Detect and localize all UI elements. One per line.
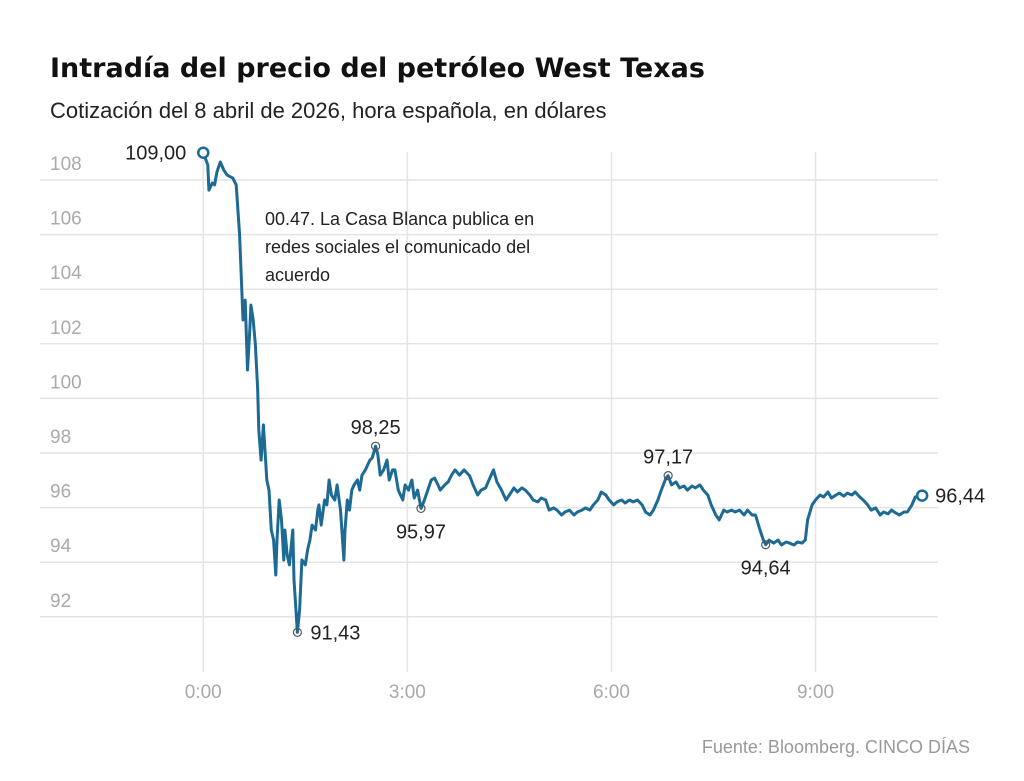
price-line — [201, 151, 924, 634]
point-marker — [416, 503, 426, 514]
point-marker — [663, 471, 673, 481]
x-axis-ticks: 0:00 3:00 6:00 9:00 — [185, 682, 834, 703]
y-tick-label: 92 — [50, 591, 71, 612]
data-label: 94,64 — [741, 558, 791, 580]
annotation-line-3: acuerdo — [265, 265, 330, 285]
chart-title: Intradía del precio del petróleo West Te… — [50, 53, 705, 84]
data-label: 91,43 — [310, 622, 360, 644]
y-tick-label: 94 — [50, 536, 72, 557]
data-label: 97,17 — [643, 447, 693, 469]
data-label: 109,00 — [125, 143, 186, 165]
point-marker — [761, 540, 771, 550]
endpoint-marker — [197, 146, 210, 159]
y-tick-label: 96 — [50, 482, 71, 503]
point-marker — [371, 441, 381, 451]
x-tick-label: 9:00 — [797, 682, 834, 703]
annotation-line-2: redes sociales el comunicado del — [265, 237, 530, 257]
grid — [40, 152, 938, 672]
annotation-line-1: 00.47. La Casa Blanca publica en — [265, 209, 534, 229]
data-labels: 109,00 91,43 98,25 95,97 97,17 94,64 96,44 — [125, 143, 985, 645]
x-tick-label: 6:00 — [593, 682, 630, 703]
y-tick-label: 106 — [50, 209, 82, 230]
chart-subtitle: Cotización del 8 abril de 2026, hora esp… — [50, 98, 607, 123]
x-tick-label: 3:00 — [389, 682, 426, 703]
data-label: 98,25 — [351, 417, 401, 439]
data-label: 96,44 — [935, 486, 985, 508]
x-tick-label: 0:00 — [185, 682, 222, 703]
annotation: 00.47. La Casa Blanca publica en redes s… — [265, 209, 534, 285]
y-tick-label: 102 — [50, 318, 82, 339]
y-tick-label: 98 — [50, 427, 71, 448]
source-note: Fuente: Bloomberg. CINCO DÍAS — [702, 737, 970, 757]
y-tick-label: 104 — [50, 263, 82, 284]
y-tick-label: 108 — [50, 154, 82, 175]
y-tick-label: 100 — [50, 372, 82, 393]
y-axis-ticks: 108 106 104 102 100 98 96 94 92 — [50, 154, 82, 612]
endpoint-marker — [915, 489, 929, 502]
data-label: 95,97 — [396, 521, 446, 543]
point-marker — [292, 627, 302, 637]
